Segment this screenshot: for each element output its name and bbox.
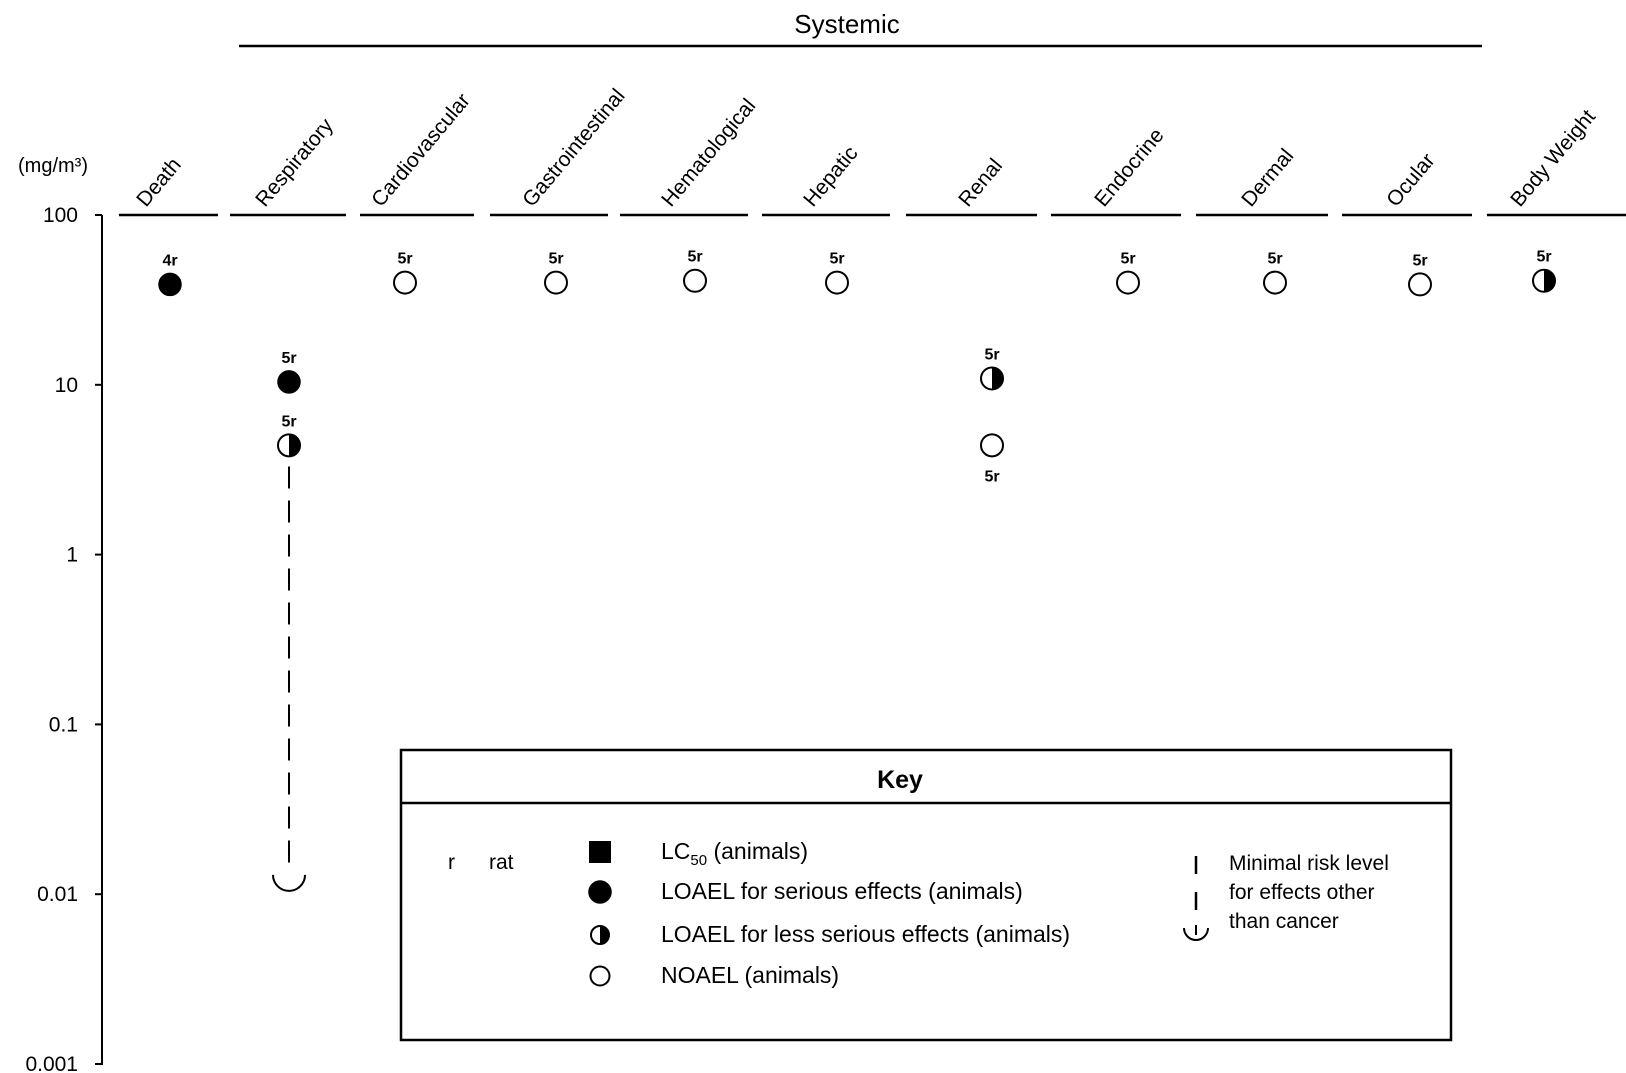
category-headers: Death Respiratory Cardiovascular Gastrointe… xyxy=(119,85,1626,217)
category-label: Cardiovascular xyxy=(367,89,475,211)
category-label: Respiratory xyxy=(251,114,338,211)
data-points: 4r 5r 5r 5r 5r 5r 5r 5r 5r 5r 5r 5r 5r xyxy=(158,249,1556,485)
key-mrl-line-2: for effects other xyxy=(1229,881,1375,904)
data-point xyxy=(158,272,182,297)
category-label: Gastrointestinal xyxy=(518,85,629,212)
key-mrl-line-3: than cancer xyxy=(1229,910,1339,933)
category-label: Hematological xyxy=(657,94,760,211)
data-point-label: 4r xyxy=(162,252,177,269)
data-point-label: 5r xyxy=(1412,252,1427,269)
key-mrl-symbol xyxy=(1183,856,1209,941)
data-point xyxy=(1263,270,1287,295)
key-item-label: LOAEL for less serious effects (animals) xyxy=(661,921,1070,947)
data-point xyxy=(277,433,301,458)
data-point-label: 5r xyxy=(984,346,999,363)
data-point-label: 5r xyxy=(281,350,296,367)
category-label: Dermal xyxy=(1237,145,1298,212)
data-point xyxy=(825,270,849,295)
key-symbol xyxy=(588,880,612,904)
category-label: Ocular xyxy=(1382,149,1439,211)
key-items: LC50 (animals) LOAEL for serious effects … xyxy=(588,838,1070,988)
key-item-label: LC50 (animals) xyxy=(661,838,808,869)
mrl-symbol xyxy=(272,874,306,892)
category-label: Death xyxy=(132,153,186,211)
y-ticks: 100 10 1 0.1 0.01 0.001 xyxy=(25,204,102,1073)
data-point xyxy=(1408,272,1432,297)
key-box: Key r rat LC50 (animals) LOAEL for seriou… xyxy=(399,748,1453,1042)
data-point xyxy=(980,366,1004,391)
data-point-label: 5r xyxy=(1267,251,1282,268)
key-frame xyxy=(399,748,1453,1042)
data-point-label: 5r xyxy=(548,251,563,268)
key-symbol xyxy=(589,841,611,863)
data-point-label: 5r xyxy=(829,251,844,268)
mrl-layer xyxy=(272,466,306,892)
data-point-label: 5r xyxy=(984,468,999,485)
y-tick-label: 100 xyxy=(43,204,78,227)
y-tick-label: 0.1 xyxy=(49,713,78,736)
data-point xyxy=(1532,268,1556,293)
data-point xyxy=(683,268,707,293)
data-point xyxy=(980,433,1004,458)
data-point-label: 5r xyxy=(281,413,296,430)
y-tick-label: 0.01 xyxy=(37,883,78,906)
data-point xyxy=(1116,270,1140,295)
category-label: Endocrine xyxy=(1090,124,1168,211)
data-point-label: 5r xyxy=(687,249,702,266)
key-item-label: LOAEL for serious effects (animals) xyxy=(661,878,1023,904)
y-tick-label: 10 xyxy=(55,374,78,397)
key-symbol xyxy=(590,925,610,945)
y-unit-label: (mg/m³) xyxy=(18,155,88,177)
category-label: Hepatic xyxy=(799,142,862,211)
key-symbol xyxy=(589,965,611,987)
key-title: Key xyxy=(877,766,923,794)
y-tick-label: 0.001 xyxy=(25,1053,78,1073)
key-species-abbr: r xyxy=(448,851,455,874)
data-point-label: 5r xyxy=(397,251,412,268)
data-point xyxy=(277,370,301,394)
key-mrl-line-1: Minimal risk level xyxy=(1229,852,1389,875)
key-item-label: NOAEL (animals) xyxy=(661,962,839,988)
category-label: Renal xyxy=(954,154,1007,211)
data-point xyxy=(544,270,568,295)
data-point-label: 5r xyxy=(1120,251,1135,268)
data-point xyxy=(393,270,417,295)
y-tick-label: 1 xyxy=(66,544,78,567)
data-point-label: 5r xyxy=(1536,249,1551,266)
key-species-name: rat xyxy=(489,851,514,874)
group-label: Systemic xyxy=(794,9,899,39)
category-label: Body Weight xyxy=(1506,105,1600,211)
